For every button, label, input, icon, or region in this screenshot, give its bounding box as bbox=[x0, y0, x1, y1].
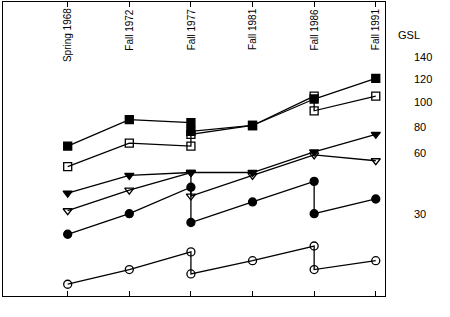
svg-text:Fall 1977: Fall 1977 bbox=[186, 9, 197, 51]
svg-text:Spring 1968: Spring 1968 bbox=[62, 8, 73, 62]
svg-text:Fall 1972: Fall 1972 bbox=[124, 9, 135, 51]
svg-text:Fall 1981: Fall 1981 bbox=[247, 8, 258, 50]
svg-text:GSL: GSL bbox=[398, 29, 420, 41]
svg-text:Fall 1991: Fall 1991 bbox=[370, 9, 381, 51]
svg-text:30: 30 bbox=[414, 208, 426, 220]
svg-text:120: 120 bbox=[414, 73, 432, 85]
svg-text:Fall 1986: Fall 1986 bbox=[309, 9, 320, 51]
svg-text:80: 80 bbox=[414, 121, 426, 133]
svg-text:140: 140 bbox=[414, 51, 432, 63]
svg-text:100: 100 bbox=[414, 96, 432, 108]
svg-text:60: 60 bbox=[414, 147, 426, 159]
